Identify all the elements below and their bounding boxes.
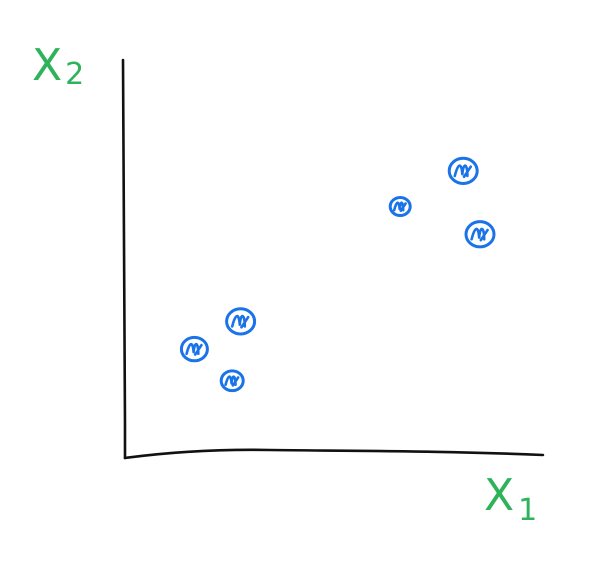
data-point <box>388 196 412 218</box>
data-point <box>219 369 245 393</box>
data-points-layer <box>179 156 496 393</box>
data-point-scribble <box>185 342 203 356</box>
data-point-scribble <box>230 314 250 329</box>
data-point-scribble <box>392 201 407 213</box>
data-point <box>179 335 209 363</box>
data-point <box>225 307 257 336</box>
data-point-scribble <box>470 227 489 242</box>
data-point-scribble <box>453 164 473 179</box>
data-point <box>464 220 496 249</box>
data-point <box>447 156 479 185</box>
data-point-scribble <box>224 375 240 387</box>
y-axis-line <box>121 58 127 460</box>
x-axis-line <box>123 448 545 460</box>
